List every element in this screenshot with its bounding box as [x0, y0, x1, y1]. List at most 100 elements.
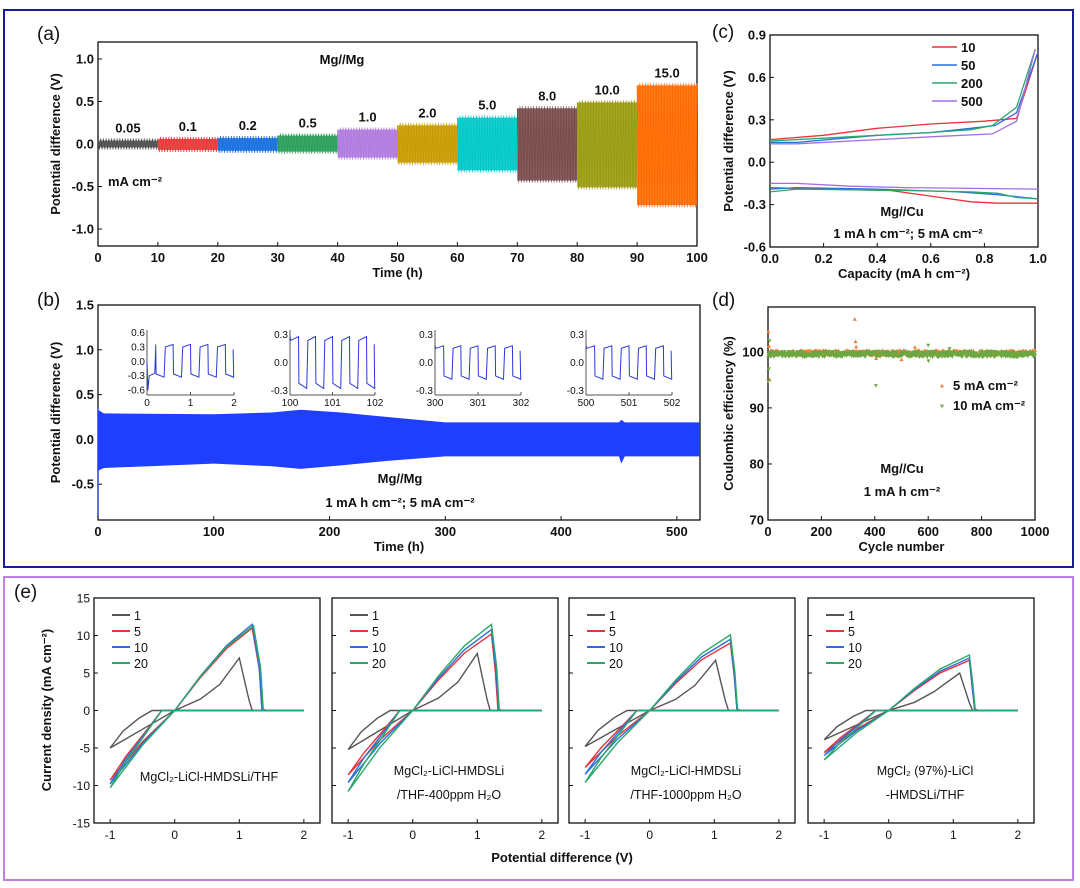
inset-x-tick-label: 502: [664, 398, 681, 409]
electrolyte-caption: MgCl₂-LiCl-HMDSLi/THF: [140, 770, 279, 784]
electrolyte-caption: MgCl₂-LiCl-HMDSLi: [631, 764, 741, 778]
voltage-oscillation: [516, 106, 578, 183]
voltage-oscillation: [277, 133, 338, 154]
legend-label: 5: [848, 625, 855, 639]
x-tick-label: 2: [776, 828, 783, 842]
current-density-label: 8.0: [538, 88, 556, 103]
x-axis-title: Time (h): [372, 265, 422, 280]
x-tick-label: 90: [630, 250, 644, 265]
legend-label: 200: [961, 76, 983, 91]
legend-label: 20: [609, 657, 623, 671]
x-tick-label: 0.8: [975, 251, 993, 266]
x-tick-label: 10: [151, 250, 165, 265]
y-axis-title: Current density (mA cm⁻²): [39, 629, 54, 791]
plot-frame: [97, 304, 701, 521]
x-tick-label: 1000: [1021, 524, 1050, 539]
inset-x-tick-label: 501: [621, 398, 638, 409]
electrolyte-caption: /THF-1000ppm H₂O: [630, 788, 741, 802]
data-point: [814, 354, 819, 358]
data-point: [858, 350, 863, 354]
x-tick-label: -1: [580, 828, 591, 842]
inset-y-tick-label: 0.3: [419, 330, 433, 341]
data-point: [850, 351, 855, 355]
x-tick-label: 400: [864, 524, 886, 539]
panel-e-3: [568, 597, 796, 824]
y-tick-label: 80: [750, 456, 764, 471]
data-point: [874, 350, 879, 354]
data-point: [808, 352, 813, 357]
series-2: [766, 339, 1037, 388]
data-point: [934, 350, 939, 355]
y-tick-label: 1.0: [76, 342, 94, 357]
legend-label: 1: [134, 609, 141, 623]
y-axis-title: Potential difference (V): [48, 342, 63, 484]
voltage-oscillation: [576, 100, 638, 190]
voltage-oscillation: [157, 136, 219, 152]
inset-y-tick-label: -0.3: [567, 386, 585, 397]
x-tick-label: 600: [917, 524, 939, 539]
series-1: [766, 317, 1037, 382]
legend-label: 10: [609, 641, 623, 655]
data-point: [773, 350, 778, 354]
x-axis-title: Capacity (mA h cm⁻²): [838, 266, 970, 281]
inset-voltage-trace: [146, 343, 235, 391]
x-tick-label: -1: [343, 828, 354, 842]
inset-3: [434, 330, 522, 396]
x-tick-label: 50: [390, 250, 404, 265]
inset-y-tick-label: 0.0: [131, 357, 145, 368]
x-tick-label: 0: [885, 828, 892, 842]
y-tick-label: -0.3: [744, 197, 766, 212]
inset-2: [289, 330, 376, 396]
inset-y-tick-label: 0.0: [419, 358, 433, 369]
cv-curve-scan-1: [109, 656, 304, 749]
x-tick-label: 30: [270, 250, 284, 265]
legend-label: 10: [372, 641, 386, 655]
voltage-oscillation: [457, 115, 518, 173]
data-point: [794, 355, 799, 359]
current-density-label: 10.0: [594, 82, 619, 97]
panel-e-2: [331, 597, 559, 824]
legend-label: 1: [372, 609, 379, 623]
voltage-segment-0.1: [157, 138, 218, 150]
inset-voltage-trace: [434, 345, 522, 380]
x-tick-label: 100: [203, 524, 225, 539]
electrolyte-caption: MgCl₂ (97%)-LiCl: [877, 764, 974, 778]
electrolyte-caption: -HMDSLi/THF: [886, 788, 965, 802]
x-tick-label: -1: [819, 828, 830, 842]
legend-label: 500: [961, 94, 983, 109]
data-point: [873, 384, 878, 388]
x-tick-label: 100: [686, 250, 708, 265]
x-tick-label: 1.0: [1029, 251, 1047, 266]
x-tick-label: 300: [434, 524, 456, 539]
data-point: [926, 359, 931, 364]
x-tick-label: 0: [764, 524, 771, 539]
annotation-conditions: 1 mA h cm⁻²: [864, 484, 941, 499]
panel-label-d: (d): [712, 290, 735, 311]
charge-curve-200: [769, 48, 1036, 142]
x-tick-label: 2: [1015, 828, 1022, 842]
cv-curve-scan-5: [347, 632, 542, 776]
x-axis-title: Time (h): [374, 539, 424, 554]
chart-title: Mg//Mg: [320, 52, 365, 67]
legend-label: 20: [372, 657, 386, 671]
voltage-segment-0.2: [217, 138, 278, 151]
legend-label: 50: [961, 58, 975, 73]
y-tick-label: 0.3: [748, 112, 766, 127]
inset-y-tick-label: -0.6: [128, 386, 146, 397]
panel-label-e: (e): [14, 582, 37, 603]
data-point: [1002, 350, 1007, 354]
x-tick-label: 1: [950, 828, 957, 842]
x-tick-label: 0: [94, 250, 101, 265]
y-tick-label: 100: [742, 344, 764, 359]
current-density-label: 0.5: [299, 116, 317, 131]
data-point: [767, 344, 772, 348]
data-point: [766, 379, 771, 384]
y-tick-label: -0.6: [744, 240, 766, 255]
annotation-cell: Mg//Mg: [378, 471, 423, 486]
inset-y-tick-label: 0.0: [274, 358, 288, 369]
data-point: [940, 383, 944, 388]
unit-label: mA cm⁻²: [108, 174, 163, 189]
data-point: [771, 355, 776, 359]
data-point: [921, 355, 926, 359]
data-point: [854, 344, 859, 349]
